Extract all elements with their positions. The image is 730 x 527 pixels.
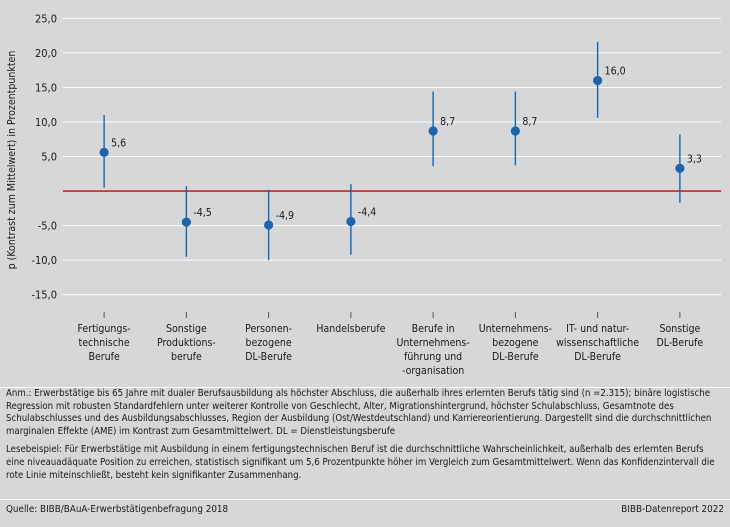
data-point: [675, 163, 685, 173]
data-label: 5,6: [111, 137, 126, 149]
y-tick-label: -5,0: [38, 220, 57, 233]
y-tick-label: 20,0: [35, 47, 57, 60]
data-point: [346, 216, 356, 227]
data-point: [181, 217, 191, 227]
source-note: Quelle: BIBB/BAuA-Erwerbstätigenbefragun…: [6, 504, 229, 515]
category-label: Handelsberufe: [316, 323, 386, 335]
divider-notes: [0, 387, 730, 388]
note-lesebeispiel: Lesebeispiel: Für Erwerbstätige mit Ausb…: [6, 444, 715, 481]
report-name: BIBB-Datenreport 2022: [621, 504, 724, 515]
y-axis-label: p (Kontrast zum Mittelwert) in Prozentpu…: [6, 51, 18, 270]
chart: 25,0 20,0 15,0 10,0 5,0 -5,0 -10,0 -15,0 p (Kont…: [6, 8, 721, 318]
data-point: [510, 126, 520, 136]
data-label: -4,5: [193, 207, 211, 219]
data-label: -4,4: [358, 206, 376, 218]
note-anm: Anm.: Erwerbstätige bis 65 Jahre mit dua…: [6, 388, 712, 437]
category-label: Fertigungs- technische Berufe: [77, 323, 131, 363]
data-point: [264, 220, 274, 230]
footer: Quelle: BIBB/BAuA-Erwerbstätigenbefragun…: [6, 503, 724, 516]
data-point: [99, 147, 109, 157]
category-label: Sonstige Produktions- berufe: [156, 323, 216, 363]
notes: Anm.: Erwerbstätige bis 65 Jahre mit dua…: [6, 388, 724, 488]
data-label: 8,7: [522, 116, 537, 128]
data-point: [593, 75, 603, 86]
data-point: [428, 126, 438, 136]
category-label: Berufe in Unternehmens- führung und -org…: [396, 323, 470, 377]
divider-footer: [0, 499, 730, 500]
data-label: 8,7: [440, 116, 455, 128]
y-tick-label: 25,0: [35, 12, 57, 25]
category-label: IT- und natur- wissenschaftliche DL-Beru…: [556, 323, 640, 363]
data-label: 3,3: [687, 153, 702, 165]
category-label: Unternehmens- bezogene DL-Berufe: [478, 323, 552, 363]
data-label: -4,9: [276, 210, 294, 222]
y-tick-label: 15,0: [35, 81, 57, 94]
category-label: Personen- bezogene DL-Berufe: [245, 323, 293, 363]
y-tick-label: -10,0: [31, 254, 57, 267]
y-tick-label: -15,0: [31, 289, 57, 302]
data-label: 16,0: [605, 66, 626, 78]
category-label: Sonstige DL-Berufe: [656, 323, 704, 349]
y-tick-label: 10,0: [35, 116, 57, 129]
plot-area: [63, 8, 721, 312]
y-tick-label: 5,0: [41, 151, 57, 164]
